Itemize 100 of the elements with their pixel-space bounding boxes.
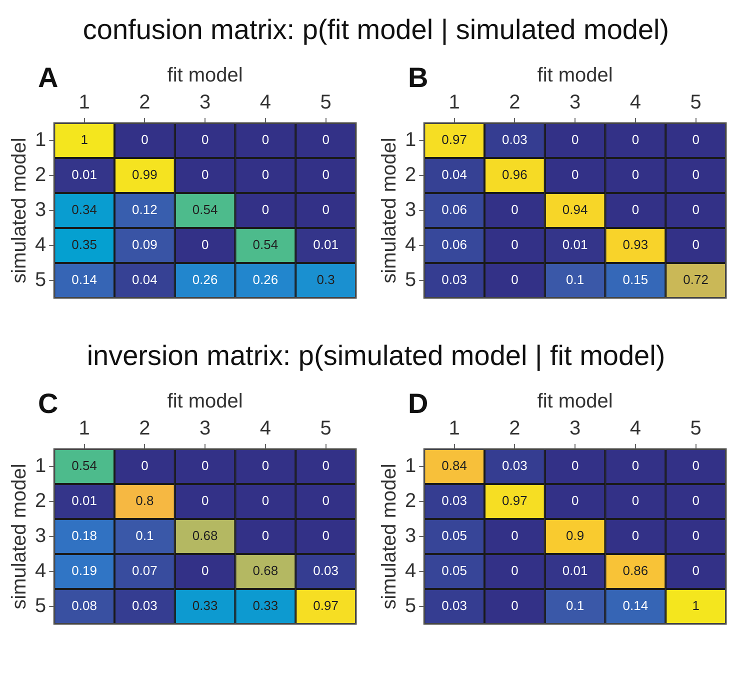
data-label: 0.1 (566, 272, 584, 288)
data-label: 0 (632, 132, 640, 148)
data-label: 0.54 (192, 202, 218, 218)
data-label: 0 (141, 132, 148, 148)
data-label: 0 (262, 167, 270, 182)
data-label: 0.1 (136, 528, 154, 544)
data-label: 0 (511, 202, 518, 218)
data-label: 0.01 (313, 237, 338, 252)
data-label: 0.97 (502, 493, 528, 508)
data-label: 0 (201, 493, 209, 508)
data-label: 0.03 (442, 272, 467, 288)
data-label: 0 (201, 132, 209, 148)
y-tick-label: 4 (405, 234, 416, 256)
y-tick-label: 3 (405, 199, 416, 222)
data-label: 0.8 (136, 493, 154, 508)
data-label: 0.05 (442, 563, 467, 578)
data-label: 0.54 (252, 237, 278, 252)
y-tick-label: 1 (405, 455, 416, 478)
data-label: 0.68 (252, 563, 278, 578)
data-label: 0 (262, 132, 270, 148)
data-label: 0.86 (622, 563, 648, 578)
data-label: 0.19 (72, 563, 97, 578)
data-label: 0.01 (562, 563, 588, 578)
data-label: 0 (692, 493, 700, 508)
data-label: 0 (571, 493, 579, 508)
data-label: 0 (571, 458, 579, 474)
y-axis-title: simulated model (378, 138, 401, 284)
x-axis-title: fit model (167, 390, 243, 413)
data-label: 0 (692, 458, 700, 474)
data-label: 0 (692, 167, 700, 182)
data-label: 0.14 (72, 272, 97, 288)
data-label: 0 (511, 237, 518, 252)
data-label: 0.9 (566, 528, 584, 544)
data-label: 0.03 (313, 563, 338, 578)
data-label: 0.14 (622, 598, 648, 614)
x-tick-label: 4 (630, 92, 641, 114)
x-tick-label: 3 (570, 92, 581, 114)
data-label: 0 (511, 272, 518, 288)
data-label: 0.3 (316, 272, 335, 288)
x-tick-label: 5 (690, 418, 702, 440)
data-label: 0 (571, 132, 579, 148)
data-label: 0.18 (72, 528, 97, 544)
data-label: 0.26 (252, 272, 278, 288)
data-label: 0 (632, 458, 640, 474)
x-tick-label: 1 (448, 92, 460, 114)
x-tick-label: 5 (690, 92, 702, 114)
data-label: 0.97 (313, 598, 338, 614)
data-label: 0.09 (132, 237, 158, 252)
y-tick-label: 5 (35, 595, 46, 618)
data-label: 0.34 (72, 202, 97, 218)
data-label: 0 (262, 528, 270, 544)
x-tick-label: 4 (260, 418, 271, 440)
x-tick-label: 1 (78, 92, 90, 114)
text: inversion matrix: p(simulated model | fit model) (86, 340, 666, 372)
data-label: 0.08 (72, 598, 97, 614)
data-label: 0 (692, 202, 700, 218)
data-label: 0.33 (192, 598, 218, 614)
data-label: 0 (692, 237, 700, 252)
x-tick-label: 2 (509, 418, 520, 440)
data-label: 0 (322, 493, 330, 508)
y-tick-label: 2 (405, 164, 416, 186)
text: confusion matrix: p(fit model | simulated model) (82, 14, 670, 46)
y-tick-label: 3 (35, 199, 46, 222)
data-label: 0 (262, 458, 270, 474)
data-label: 0.03 (442, 493, 467, 508)
data-label: 0 (692, 132, 700, 148)
data-label: 0.07 (132, 563, 158, 578)
x-tick-label: 4 (260, 92, 271, 114)
data-label: 0.54 (72, 458, 97, 474)
data-label: 0.93 (622, 237, 648, 252)
data-label: 0.01 (562, 237, 588, 252)
data-label: 0.99 (132, 167, 158, 182)
data-label: 0 (201, 237, 209, 252)
data-label: 0 (322, 528, 330, 544)
data-label: 0 (322, 458, 330, 474)
y-tick-label: 1 (405, 129, 416, 152)
x-tick-label: 5 (320, 418, 332, 440)
x-tick-label: 2 (139, 92, 150, 114)
x-tick-label: 2 (509, 92, 520, 114)
chart-title: D (408, 388, 428, 420)
data-label: 1 (80, 132, 88, 148)
data-label: 0.01 (72, 167, 97, 182)
data-label: 0.03 (502, 132, 528, 148)
data-label: 0 (141, 458, 148, 474)
data-label: 0 (632, 528, 640, 544)
x-tick-label: 3 (200, 418, 211, 440)
y-tick-label: 3 (405, 525, 416, 548)
y-tick-label: 2 (35, 164, 46, 186)
data-label: 0 (201, 563, 209, 578)
data-label: 0 (262, 202, 270, 218)
data-label: 0.96 (502, 167, 528, 182)
data-label: 0.68 (192, 528, 218, 544)
data-label: 0 (632, 493, 640, 508)
data-label: 0 (692, 563, 700, 578)
data-label: 0 (511, 598, 518, 614)
y-tick-label: 4 (35, 234, 46, 256)
data-label: 0.01 (72, 493, 97, 508)
data-label: 0 (322, 167, 330, 182)
x-axis-title: fit model (167, 64, 243, 87)
data-label: 0 (511, 563, 518, 578)
